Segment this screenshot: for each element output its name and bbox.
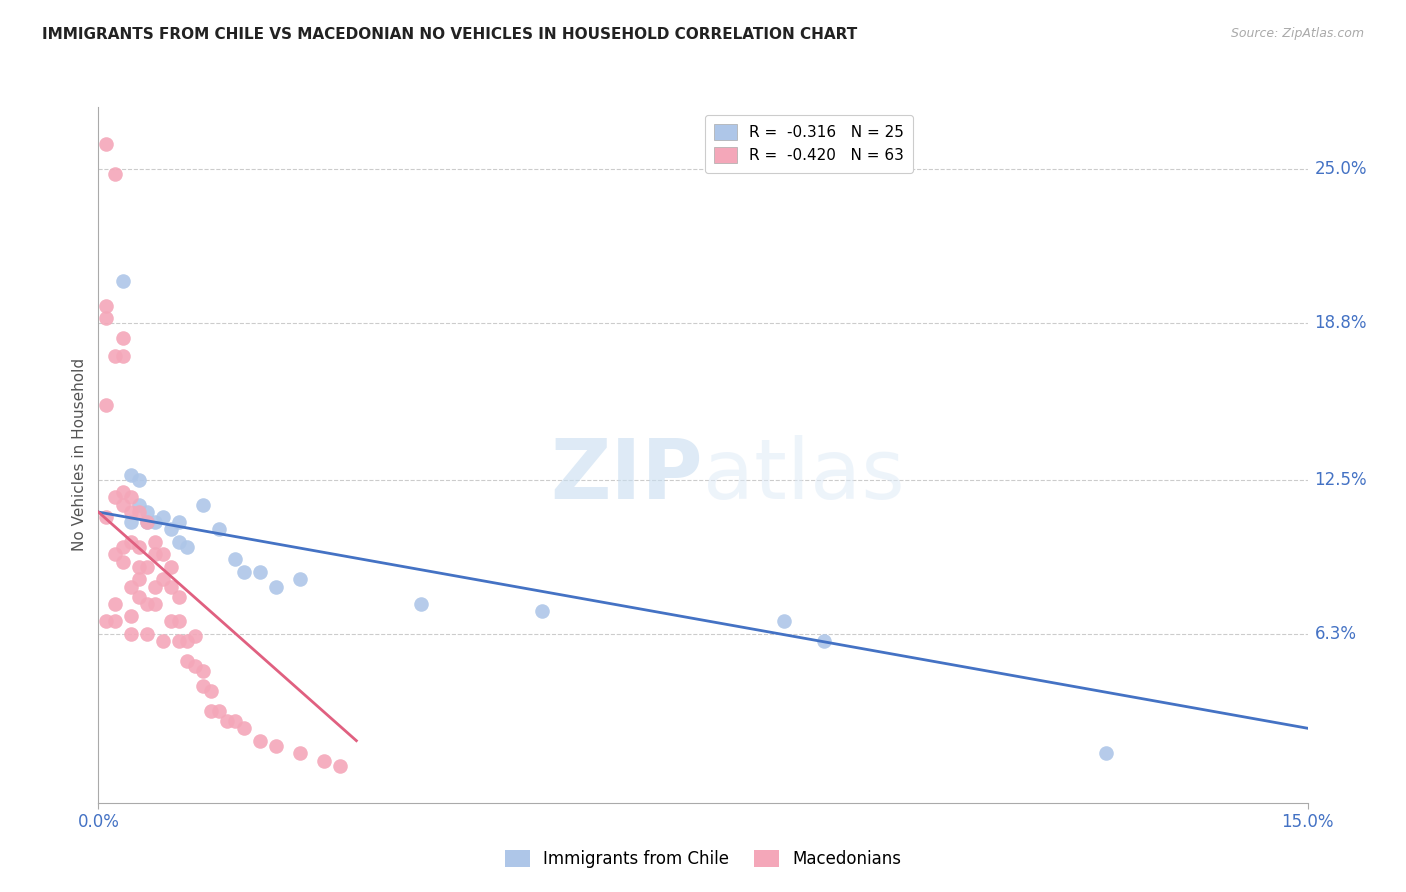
- Text: 25.0%: 25.0%: [1315, 161, 1367, 178]
- Point: [200, 704, 222, 718]
- Point: [167, 534, 190, 549]
- Point: [232, 721, 254, 735]
- Point: [120, 627, 142, 641]
- Point: [249, 565, 271, 579]
- Point: [120, 490, 142, 504]
- Text: Source: ZipAtlas.com: Source: ZipAtlas.com: [1230, 27, 1364, 40]
- Point: [152, 547, 174, 561]
- Point: [111, 331, 134, 345]
- Point: [135, 627, 157, 641]
- Text: ZIP: ZIP: [551, 435, 703, 516]
- Point: [264, 580, 287, 594]
- Point: [329, 758, 352, 772]
- Point: [111, 498, 134, 512]
- Point: [167, 615, 190, 629]
- Point: [193, 664, 215, 678]
- Point: [103, 615, 125, 629]
- Point: [176, 634, 198, 648]
- Point: [193, 498, 215, 512]
- Point: [143, 547, 166, 561]
- Point: [208, 704, 231, 718]
- Point: [167, 634, 190, 648]
- Point: [160, 523, 183, 537]
- Point: [128, 498, 150, 512]
- Point: [167, 590, 190, 604]
- Point: [128, 559, 150, 574]
- Point: [288, 746, 311, 760]
- Point: [200, 684, 222, 698]
- Point: [135, 559, 157, 574]
- Point: [193, 679, 215, 693]
- Point: [160, 559, 183, 574]
- Point: [184, 629, 207, 643]
- Point: [249, 733, 271, 747]
- Point: [103, 490, 125, 504]
- Point: [152, 572, 174, 586]
- Point: [217, 714, 239, 728]
- Text: 18.8%: 18.8%: [1315, 314, 1367, 332]
- Point: [135, 515, 157, 529]
- Point: [184, 659, 207, 673]
- Point: [314, 754, 336, 768]
- Point: [96, 311, 118, 326]
- Text: IMMIGRANTS FROM CHILE VS MACEDONIAN NO VEHICLES IN HOUSEHOLD CORRELATION CHART: IMMIGRANTS FROM CHILE VS MACEDONIAN NO V…: [42, 27, 858, 42]
- Point: [152, 634, 174, 648]
- Point: [103, 349, 125, 363]
- Point: [135, 505, 157, 519]
- Point: [120, 505, 142, 519]
- Point: [128, 540, 150, 554]
- Point: [135, 597, 157, 611]
- Point: [167, 515, 190, 529]
- Point: [120, 467, 142, 482]
- Point: [103, 547, 125, 561]
- Point: [128, 572, 150, 586]
- Point: [103, 167, 125, 181]
- Point: [128, 473, 150, 487]
- Point: [128, 505, 150, 519]
- Point: [96, 299, 118, 313]
- Legend: R =  -0.316   N = 25, R =  -0.420   N = 63: R = -0.316 N = 25, R = -0.420 N = 63: [704, 115, 912, 173]
- Point: [111, 485, 134, 500]
- Point: [96, 398, 118, 412]
- Point: [160, 580, 183, 594]
- Point: [96, 137, 118, 152]
- Point: [103, 597, 125, 611]
- Point: [143, 534, 166, 549]
- Point: [772, 615, 794, 629]
- Point: [128, 590, 150, 604]
- Point: [288, 572, 311, 586]
- Point: [143, 597, 166, 611]
- Point: [143, 515, 166, 529]
- Point: [120, 534, 142, 549]
- Point: [160, 615, 183, 629]
- Point: [232, 565, 254, 579]
- Point: [111, 274, 134, 288]
- Text: 12.5%: 12.5%: [1315, 471, 1367, 489]
- Point: [111, 540, 134, 554]
- Text: atlas: atlas: [703, 435, 904, 516]
- Point: [120, 609, 142, 624]
- Point: [152, 510, 174, 524]
- Point: [176, 540, 198, 554]
- Point: [264, 739, 287, 753]
- Point: [224, 714, 246, 728]
- Text: 6.3%: 6.3%: [1315, 624, 1357, 643]
- Point: [176, 654, 198, 668]
- Y-axis label: No Vehicles in Household: No Vehicles in Household: [72, 359, 87, 551]
- Point: [208, 523, 231, 537]
- Legend: Immigrants from Chile, Macedonians: Immigrants from Chile, Macedonians: [498, 843, 908, 875]
- Point: [530, 605, 553, 619]
- Point: [135, 515, 157, 529]
- Point: [120, 515, 142, 529]
- Point: [813, 634, 835, 648]
- Point: [111, 555, 134, 569]
- Point: [96, 510, 118, 524]
- Point: [1095, 746, 1118, 760]
- Point: [224, 552, 246, 566]
- Point: [120, 580, 142, 594]
- Point: [111, 349, 134, 363]
- Point: [96, 615, 118, 629]
- Point: [143, 580, 166, 594]
- Point: [409, 597, 432, 611]
